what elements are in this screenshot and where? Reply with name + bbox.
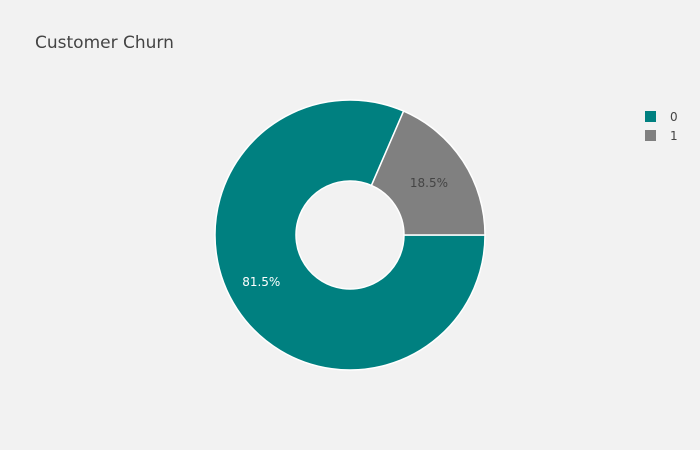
legend-item-0[interactable]: 0: [645, 107, 678, 126]
slice-0[interactable]: [214, 99, 486, 371]
slice-label-0: 81.5%: [242, 275, 280, 289]
legend-swatch-1: [645, 130, 656, 141]
slice-1[interactable]: [370, 110, 486, 236]
legend-label-0: 0: [670, 109, 678, 124]
chart-title: Customer Churn: [35, 33, 174, 53]
slice-label-1: 18.5%: [410, 176, 448, 190]
legend: 0 1: [645, 107, 678, 145]
legend-label-1: 1: [670, 128, 678, 143]
legend-swatch-0: [645, 111, 656, 122]
legend-item-1[interactable]: 1: [645, 126, 678, 145]
